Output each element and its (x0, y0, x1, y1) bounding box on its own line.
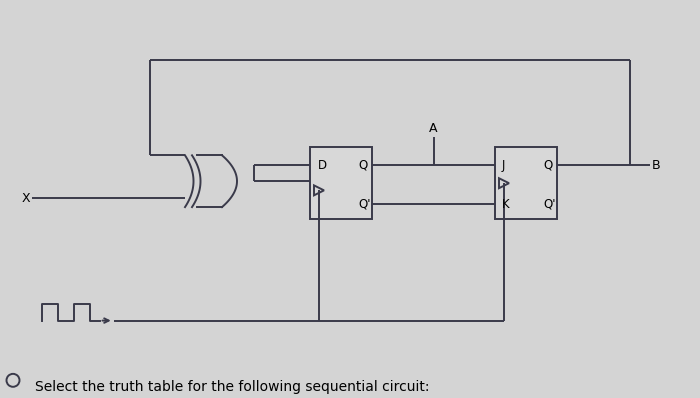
Bar (310, 147, 372, 219)
Bar (495, 147, 557, 219)
Text: Q': Q' (358, 197, 370, 211)
Polygon shape (499, 178, 509, 188)
Text: Q': Q' (543, 197, 556, 211)
Text: B: B (652, 159, 661, 172)
Text: A: A (429, 123, 438, 135)
Text: K: K (502, 197, 510, 211)
Text: J: J (502, 159, 505, 172)
Polygon shape (314, 185, 324, 195)
Text: Q: Q (543, 159, 552, 172)
Text: Select the truth table for the following sequential circuit:: Select the truth table for the following… (35, 380, 430, 394)
Text: Q: Q (358, 159, 368, 172)
Text: X: X (22, 191, 30, 205)
Text: D: D (318, 159, 327, 172)
